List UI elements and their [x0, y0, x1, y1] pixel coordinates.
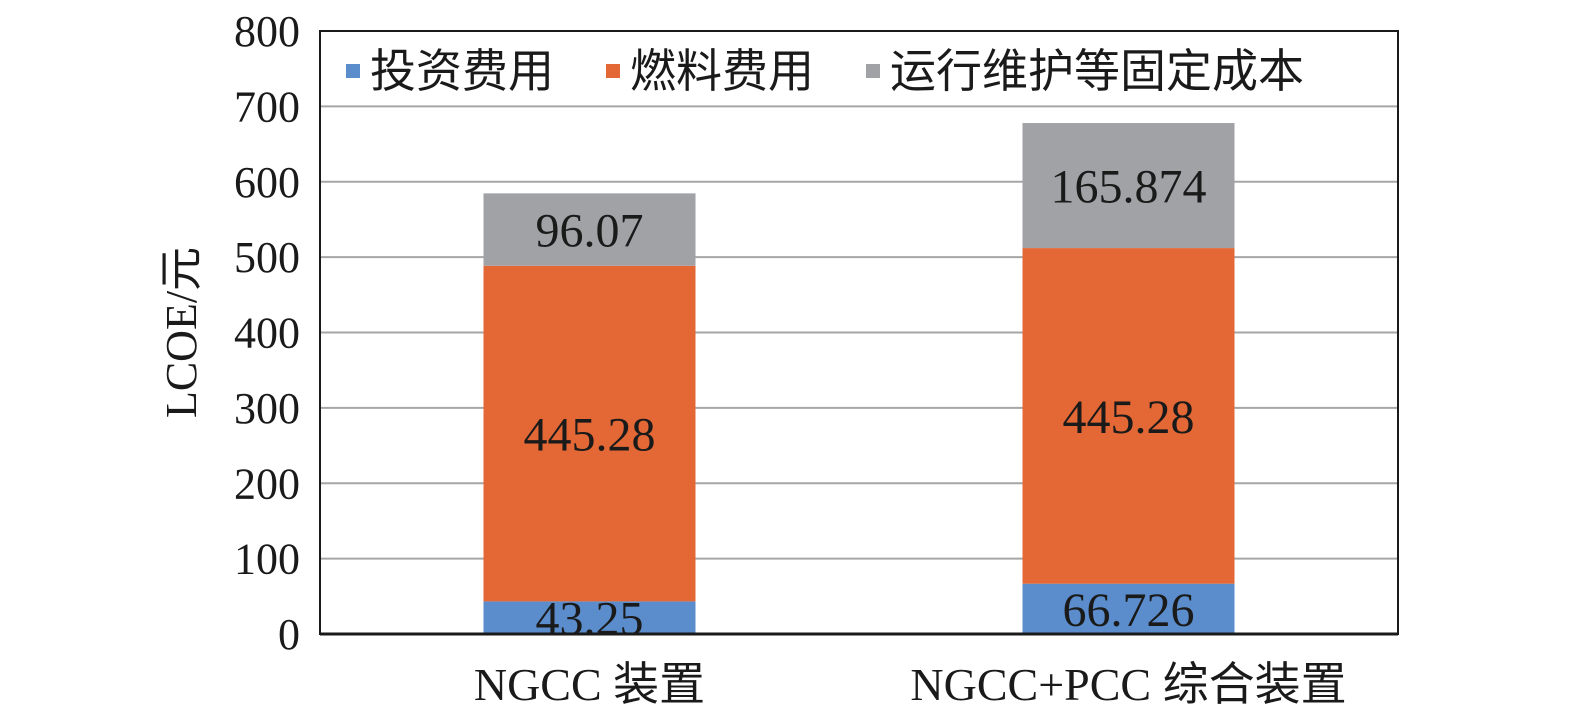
y-tick-label: 400 — [234, 309, 300, 358]
x-category-label: NGCC 装置 — [474, 659, 705, 710]
bar-segment — [483, 265, 696, 602]
data-label: 445.28 — [1063, 391, 1195, 444]
bar-segment — [483, 601, 696, 634]
y-tick-label: 500 — [234, 233, 300, 282]
legend-swatch — [346, 64, 360, 78]
legend-swatch — [866, 64, 880, 78]
y-tick-label: 600 — [234, 158, 300, 207]
y-tick-label: 300 — [234, 384, 300, 433]
y-tick-label: 700 — [234, 82, 300, 131]
y-tick-label: 800 — [234, 7, 300, 56]
data-label: 445.28 — [524, 409, 656, 462]
data-label: 66.726 — [1063, 584, 1195, 637]
data-labels: 43.25 445.28 96.07 66.726 445.28 165.874 — [524, 161, 1207, 646]
bar-segment — [483, 193, 696, 266]
legend-swatch — [606, 64, 620, 78]
legend-entry: 投资费用 — [370, 46, 554, 97]
bar-segment — [1022, 248, 1235, 584]
data-label: 43.25 — [536, 593, 644, 646]
y-axis-label: LCOE/元 — [157, 247, 206, 418]
data-label: 165.874 — [1051, 161, 1207, 214]
bar-segment — [1022, 123, 1235, 249]
legend: 投资费用 燃料费用 运行维护等固定成本 — [346, 46, 1304, 97]
legend-entry: 燃料费用 — [630, 46, 814, 97]
data-label: 96.07 — [536, 205, 644, 258]
axes: 0 100 200 300 400 500 600 700 800 LCOE/元 NGCC 装置 NG… — [157, 7, 1399, 710]
y-tick-label: 200 — [234, 459, 300, 508]
gridlines — [320, 105, 1398, 560]
x-category-label: NGCC+PCC 综合装置 — [910, 659, 1346, 710]
y-tick-label: 0 — [278, 610, 300, 659]
bars — [483, 123, 1235, 634]
bar-segment — [1022, 583, 1235, 634]
legend-entry: 运行维护等固定成本 — [890, 46, 1304, 97]
y-tick-label: 100 — [234, 535, 300, 584]
